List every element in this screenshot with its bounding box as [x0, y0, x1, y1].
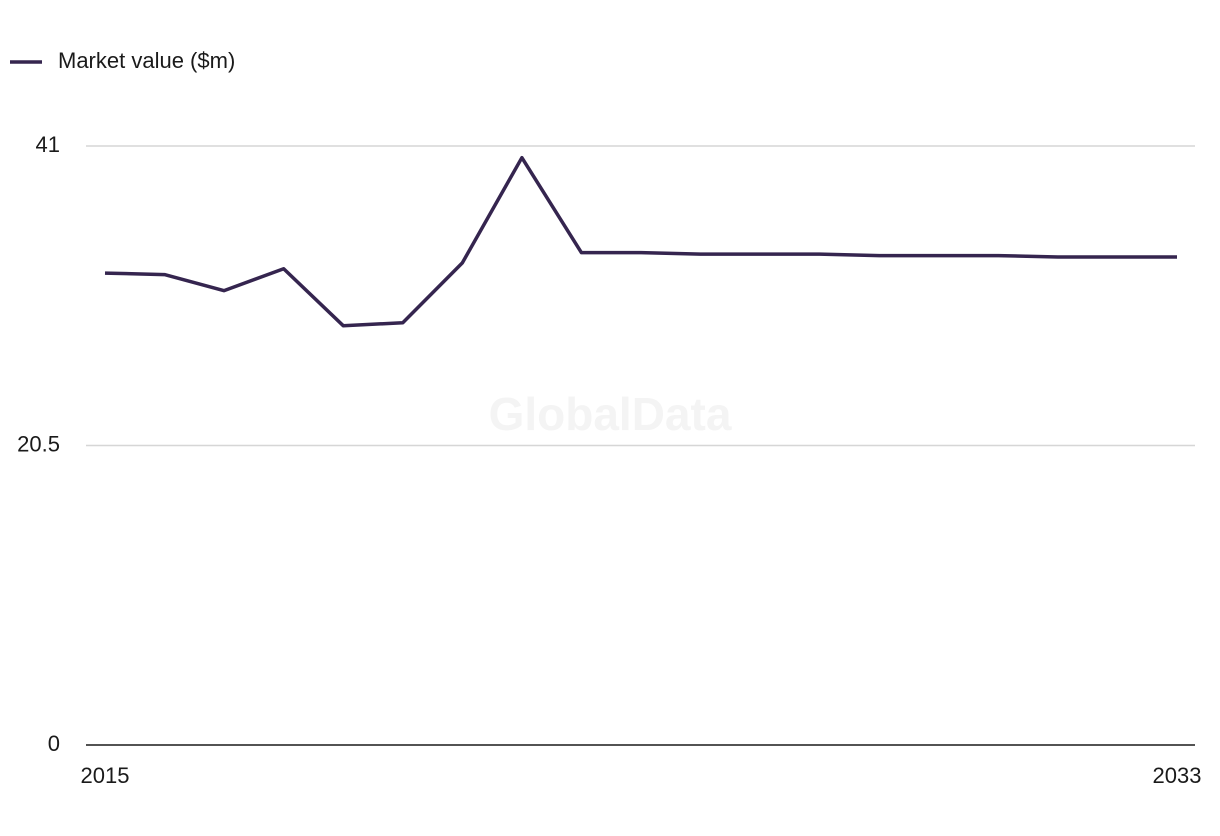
- y-tick-label: 0: [48, 731, 60, 756]
- y-tick-label: 41: [36, 132, 60, 157]
- x-tick-label: 2015: [81, 763, 130, 788]
- watermark: GlobalData: [489, 388, 732, 440]
- y-tick-label: 20.5: [17, 431, 60, 456]
- legend-label: Market value ($m): [58, 48, 235, 73]
- series-line: [104, 155, 1177, 328]
- x-tick-label: 2033: [1153, 763, 1202, 788]
